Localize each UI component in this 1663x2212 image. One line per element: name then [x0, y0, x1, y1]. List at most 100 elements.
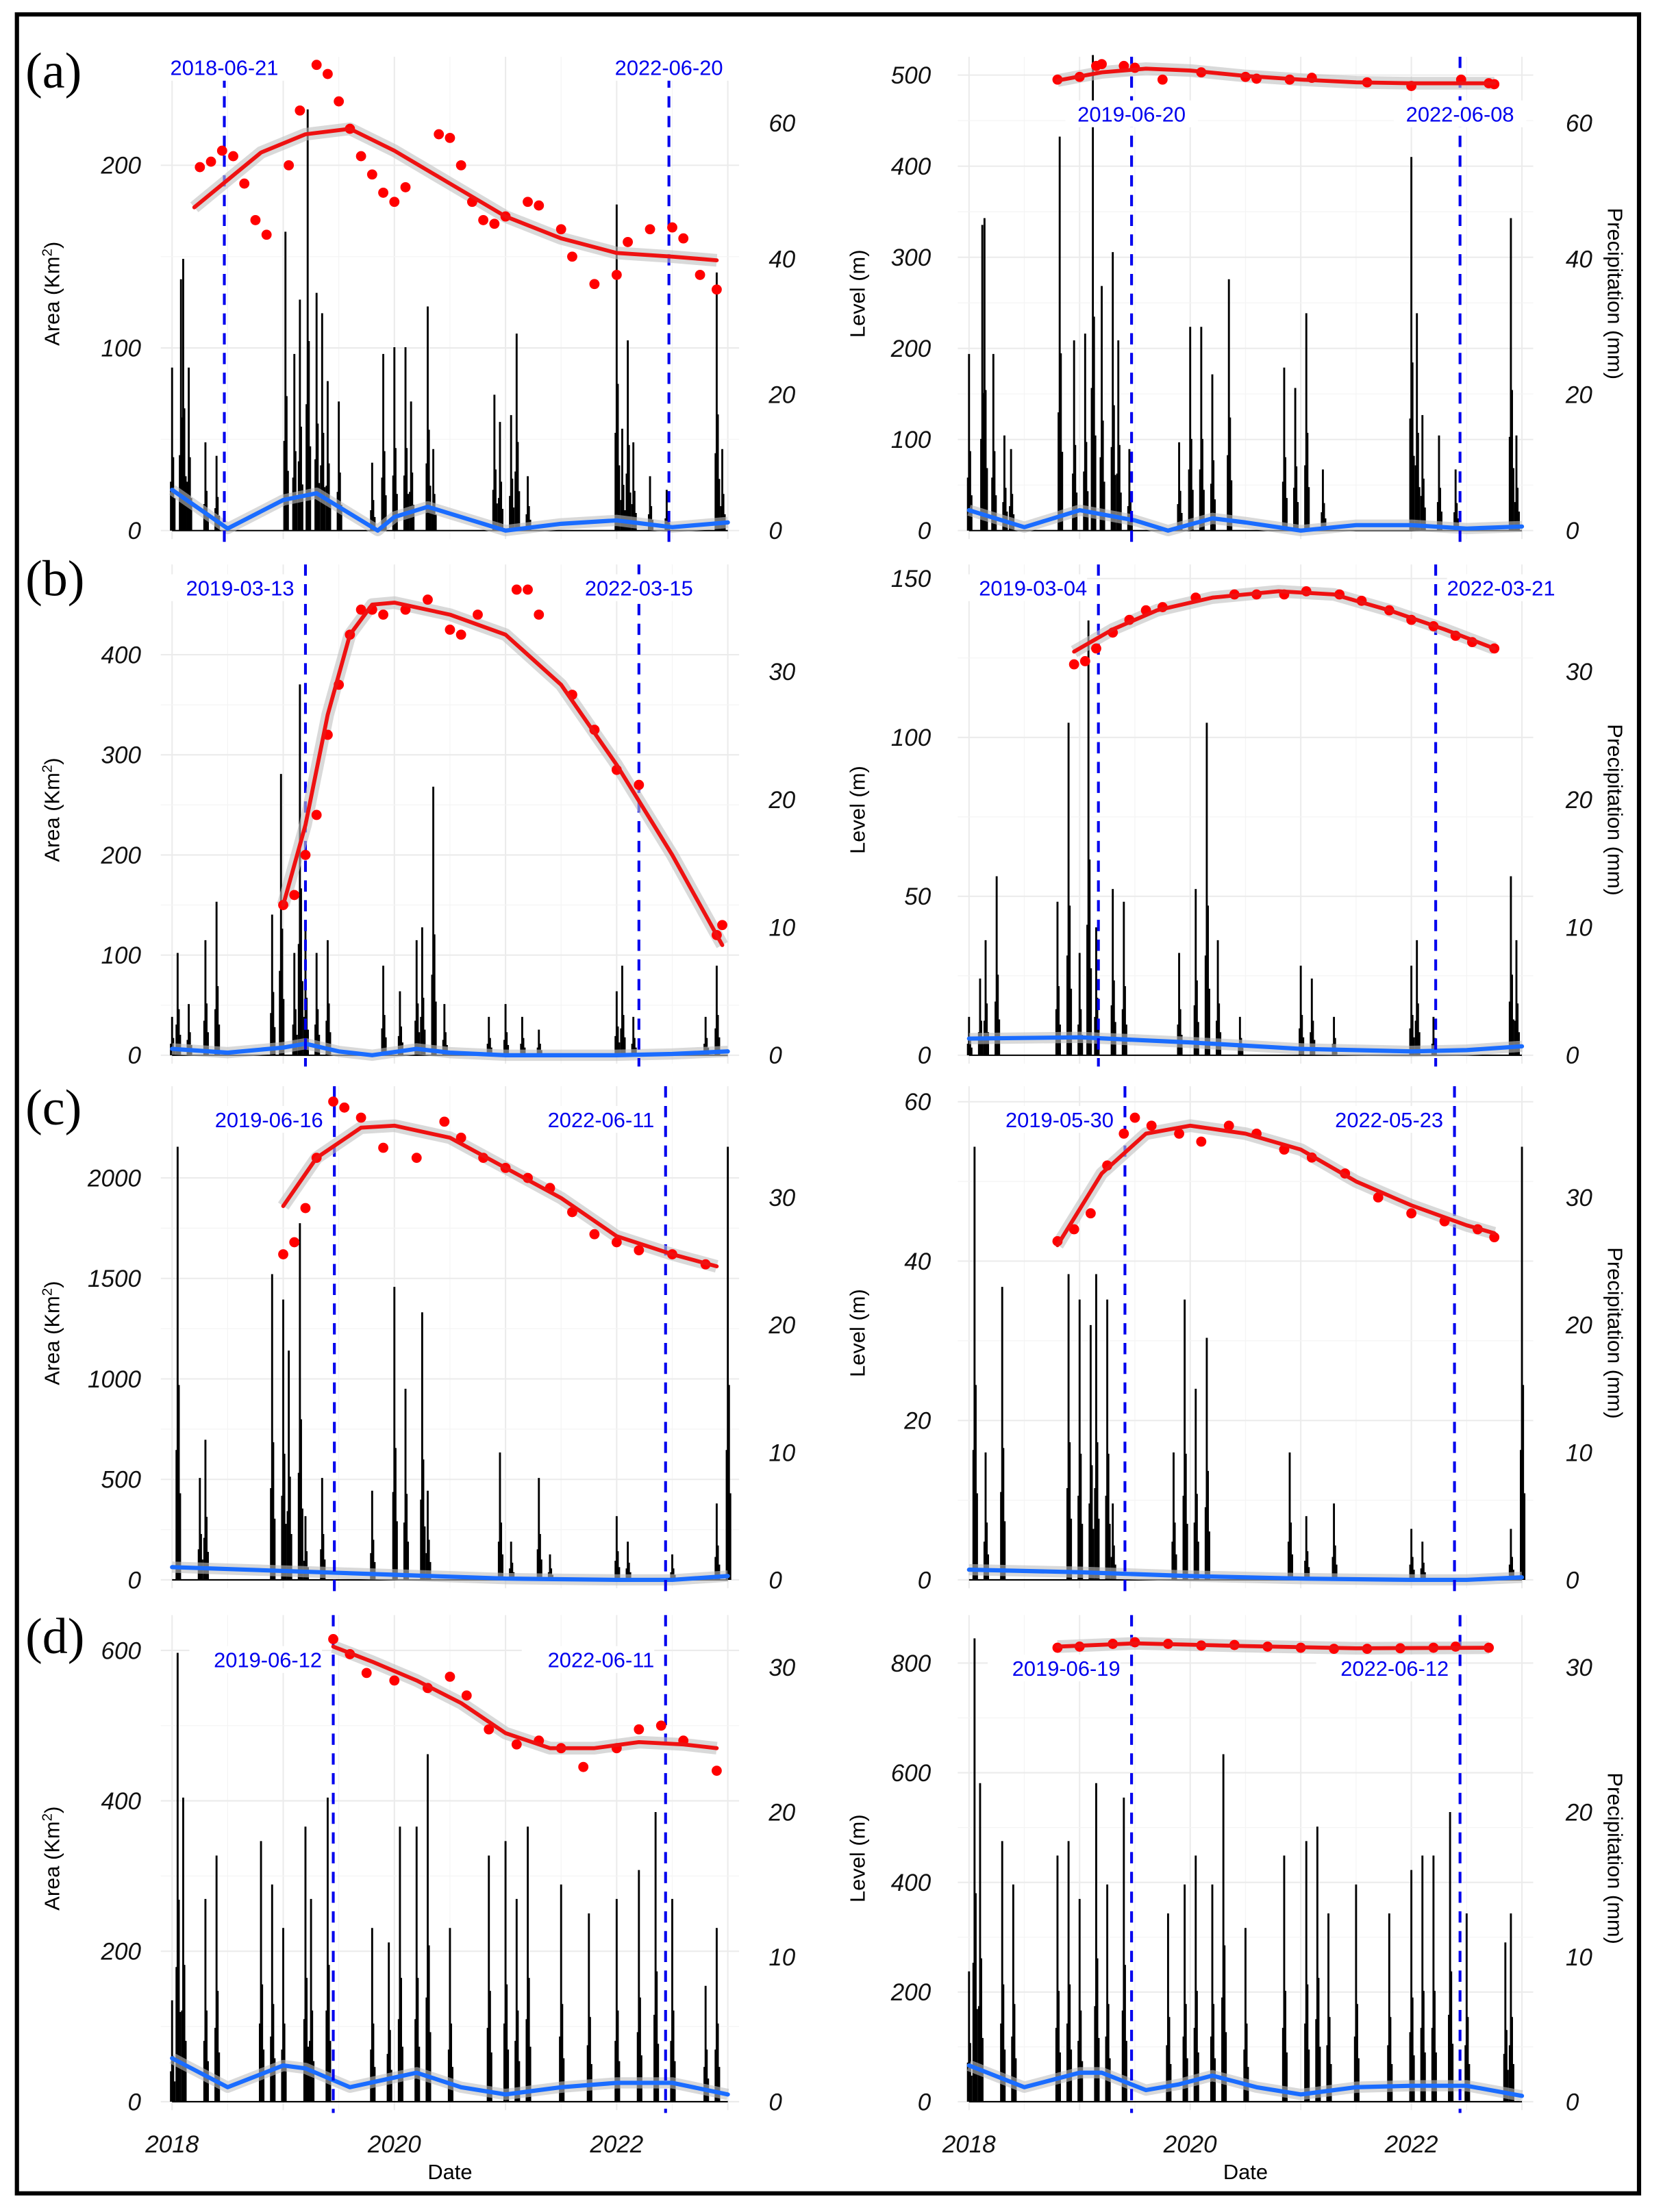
date-marker-label: 2022-06-12	[1340, 1657, 1449, 1681]
date-marker-label: 2019-03-13	[186, 577, 295, 601]
y2-axis-label: Precipitation (mm)	[1603, 1772, 1627, 1944]
data-point	[711, 1765, 722, 1776]
y2-tick-label: 20	[1565, 382, 1592, 409]
y-tick-label: 800	[891, 1650, 931, 1677]
y2-tick-label: 10	[1566, 1440, 1592, 1466]
date-label-background	[189, 1646, 323, 1673]
y-tick-label: 0	[127, 1567, 141, 1594]
panel-label: (b)	[25, 551, 84, 607]
y-tick-label: 100	[891, 725, 931, 751]
data-point	[611, 269, 622, 280]
data-point	[717, 920, 727, 931]
date-marker-label: 2022-05-23	[1335, 1108, 1443, 1132]
data-point	[216, 145, 227, 156]
precip-trend-line	[170, 2056, 730, 2097]
y-tick-label: 40	[904, 1248, 931, 1275]
data-point	[295, 105, 305, 116]
data-point	[289, 890, 300, 901]
y-tick-label: 0	[127, 518, 141, 544]
panel-d-level: 0 200 400 600 800 0 10 20 30 2019-06-19 2022-06-12…	[845, 1615, 1627, 2184]
data-point	[484, 1724, 495, 1735]
data-point	[645, 224, 655, 235]
date-marker-label: 2022-06-11	[548, 1648, 655, 1672]
y-axis-label-text: Level (m)	[845, 766, 869, 854]
y-tick-label: 600	[891, 1760, 931, 1787]
date-label-background	[1065, 100, 1198, 127]
y2-tick-label: 30	[1566, 1655, 1592, 1681]
data-point	[1146, 1120, 1157, 1131]
data-point	[1068, 659, 1079, 670]
panel-d-area: 0 200 400 600 0 10 20 30 2019-06-12 2022-06-11 Are…	[25, 1609, 796, 2184]
date-label-background	[1393, 100, 1527, 127]
data-point	[300, 1203, 311, 1214]
precip-trend-line	[170, 488, 730, 533]
y-tick-label: 500	[101, 1467, 142, 1494]
data-point	[366, 169, 377, 180]
y-tick-label: 20	[903, 1408, 931, 1435]
data-point	[445, 625, 455, 635]
y-tick-label: 0	[127, 1042, 141, 1069]
y-tick-label: 0	[918, 1042, 931, 1069]
data-point	[667, 222, 677, 233]
y-tick-label: 200	[101, 153, 142, 179]
y-axis-label: Area (Km2)	[39, 1807, 64, 1911]
x-tick-label: 2018	[145, 2131, 199, 2158]
y2-tick-label: 0	[1566, 518, 1579, 544]
data-point	[489, 218, 500, 229]
y-tick-label: 150	[891, 566, 931, 592]
data-point	[478, 214, 489, 225]
date-label-background	[521, 1646, 655, 1673]
panel-label: (a)	[25, 43, 82, 99]
y-tick-label: 100	[891, 427, 931, 453]
data-point	[534, 609, 545, 620]
x-axis-label: Date	[1223, 2160, 1268, 2184]
x-axis-label: Date	[427, 2160, 472, 2184]
panel-c-area: 0 500 1000 1500 2000 0 10 20 30 2019-06-16 2022-06…	[25, 1080, 796, 1594]
data-point	[278, 1249, 288, 1259]
y-tick-label: 200	[101, 842, 142, 869]
y2-tick-label: 0	[1566, 2089, 1579, 2115]
date-label-background	[161, 574, 295, 601]
data-point	[411, 1153, 422, 1164]
y2-tick-label: 20	[1565, 787, 1592, 814]
x-tick-label: 2018	[942, 2131, 996, 2158]
data-point	[1129, 1112, 1140, 1123]
y2-tick-label: 0	[768, 2089, 782, 2115]
date-marker-label: 2019-03-04	[979, 577, 1087, 601]
panel-a-area: 0 100 200 0 20 40 60 2018-06-21 2022-06-20 Area (…	[25, 43, 796, 544]
data-point	[311, 809, 322, 820]
y2-tick-label: 40	[1566, 246, 1592, 273]
precip-trend-line	[966, 507, 1525, 533]
y-tick-label: 100	[101, 942, 142, 969]
y-tick-label: 400	[891, 1870, 931, 1896]
panel-b-area: 0 100 200 300 400 0 10 20 30 2019-03-13 2022-03-15…	[25, 551, 796, 1070]
date-label-background	[988, 1655, 1121, 1682]
y-axis-label: Level (m)	[845, 1814, 869, 1902]
y-tick-label: 100	[101, 335, 142, 362]
y-axis-label-sup: 2	[39, 765, 55, 772]
panel-label: (c)	[25, 1080, 82, 1136]
x-tick-label: 2022	[589, 2131, 643, 2158]
y-tick-label: 60	[904, 1089, 931, 1116]
y2-tick-label: 20	[768, 1312, 795, 1339]
data-point	[355, 1112, 366, 1123]
data-point	[611, 1237, 622, 1248]
y-axis-label-end: )	[40, 1281, 64, 1287]
y-tick-label: 0	[918, 1567, 931, 1594]
y2-tick-label: 40	[768, 246, 795, 273]
data-point	[261, 229, 272, 240]
fit-line	[1055, 1123, 1497, 1248]
y2-tick-label: 30	[768, 1185, 795, 1211]
date-marker-label: 2018-06-21	[171, 56, 279, 80]
y2-tick-label: 10	[1566, 915, 1592, 942]
panel-a-level: 0 100 200 300 400 500 0 20 40 60 2019-06-20 2022-06…	[845, 55, 1627, 544]
y-axis-label-text: Area (Km	[40, 1296, 64, 1385]
y2-tick-label: 20	[768, 1799, 795, 1826]
data-point	[300, 850, 311, 860]
data-point	[1097, 59, 1107, 70]
y2-tick-label: 30	[768, 1655, 795, 1681]
y-tick-label: 0	[127, 2089, 141, 2115]
y-tick-label: 300	[891, 244, 931, 271]
y-axis-label-sup: 2	[39, 1288, 55, 1296]
